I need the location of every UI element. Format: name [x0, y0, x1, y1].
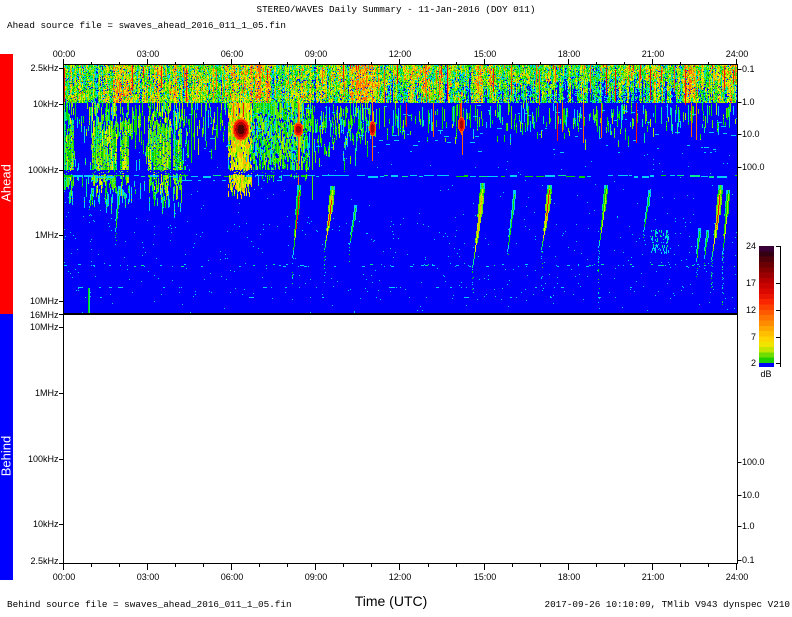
- svg-text:16MHz: 16MHz: [30, 310, 59, 320]
- svg-text:STEREO/WAVES Daily Summary - 1: STEREO/WAVES Daily Summary - 11-Jan-2016…: [257, 4, 536, 15]
- svg-text:24:00: 24:00: [726, 572, 749, 582]
- svg-text:10.0: 10.0: [742, 490, 760, 500]
- svg-text:12:00: 12:00: [389, 49, 412, 59]
- svg-text:Ahead: Ahead: [0, 164, 14, 202]
- svg-text:24:00: 24:00: [726, 49, 749, 59]
- svg-text:100.0: 100.0: [742, 457, 765, 467]
- svg-text:0.1: 0.1: [742, 64, 755, 74]
- svg-text:24: 24: [746, 241, 756, 251]
- svg-text:100kHz: 100kHz: [28, 165, 59, 175]
- svg-text:06:00: 06:00: [221, 572, 244, 582]
- svg-text:17: 17: [746, 278, 756, 288]
- svg-text:2: 2: [751, 358, 756, 368]
- svg-text:Time (UTC): Time (UTC): [355, 593, 428, 609]
- svg-text:18:00: 18:00: [558, 572, 581, 582]
- svg-text:03:00: 03:00: [137, 49, 160, 59]
- svg-text:1.0: 1.0: [742, 521, 755, 531]
- svg-text:100kHz: 100kHz: [28, 454, 59, 464]
- svg-text:2017-09-26 10:10:09, TMlib V94: 2017-09-26 10:10:09, TMlib V943 dynspec …: [545, 599, 790, 610]
- svg-text:0.1: 0.1: [742, 555, 755, 565]
- svg-text:21:00: 21:00: [642, 49, 665, 59]
- svg-text:2.5kHz: 2.5kHz: [30, 556, 59, 566]
- svg-text:15:00: 15:00: [474, 49, 497, 59]
- svg-text:7: 7: [751, 332, 756, 342]
- svg-text:12: 12: [746, 305, 756, 315]
- svg-text:00:00: 00:00: [53, 49, 76, 59]
- svg-text:12:00: 12:00: [389, 572, 412, 582]
- svg-text:10.0: 10.0: [742, 129, 760, 139]
- svg-text:06:00: 06:00: [221, 49, 244, 59]
- svg-text:10kHz: 10kHz: [33, 519, 59, 529]
- svg-text:Ahead source file = swaves_ahe: Ahead source file = swaves_ahead_2016_01…: [7, 20, 286, 31]
- svg-text:03:00: 03:00: [137, 572, 160, 582]
- svg-text:2.5kHz: 2.5kHz: [30, 63, 59, 73]
- svg-text:Behind: Behind: [0, 436, 14, 476]
- svg-text:1.0: 1.0: [742, 97, 755, 107]
- svg-text:09:00: 09:00: [305, 49, 328, 59]
- svg-text:00:00: 00:00: [53, 572, 76, 582]
- svg-text:09:00: 09:00: [305, 572, 328, 582]
- svg-text:Behind source file = swaves_ah: Behind source file = swaves_ahead_2016_0…: [7, 599, 292, 610]
- svg-text:10kHz: 10kHz: [33, 99, 59, 109]
- svg-text:10MHz: 10MHz: [30, 322, 59, 332]
- svg-text:100.0: 100.0: [742, 162, 765, 172]
- svg-text:10MHz: 10MHz: [30, 296, 59, 306]
- svg-text:dB: dB: [760, 369, 771, 379]
- svg-text:15:00: 15:00: [474, 572, 497, 582]
- svg-text:18:00: 18:00: [558, 49, 581, 59]
- svg-text:1MHz: 1MHz: [35, 230, 59, 240]
- svg-text:1MHz: 1MHz: [35, 388, 59, 398]
- svg-text:21:00: 21:00: [642, 572, 665, 582]
